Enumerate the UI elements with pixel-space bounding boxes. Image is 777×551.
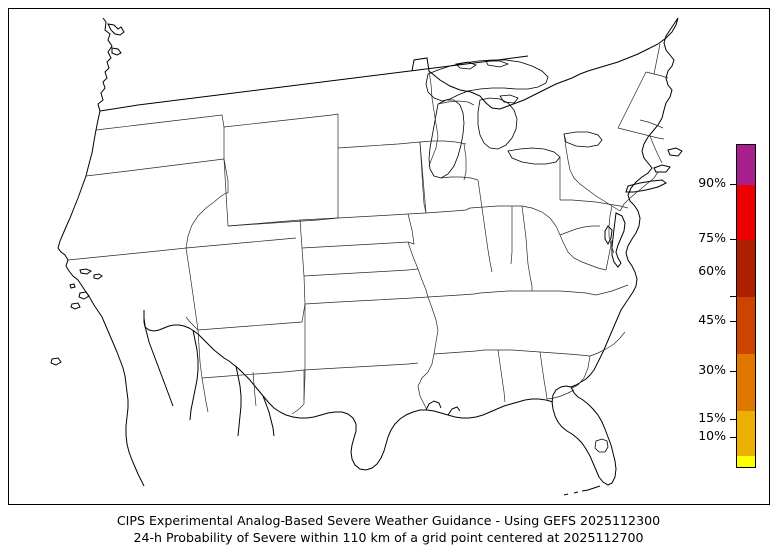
colorbar-segment-10-15 <box>737 456 755 467</box>
colorbar-tick-75 <box>730 239 736 240</box>
colorbar-tick-10 <box>730 437 736 438</box>
caption-line-1: CIPS Experimental Analog-Based Severe We… <box>116 513 661 528</box>
map-axes <box>8 8 770 505</box>
figure-caption: CIPS Experimental Analog-Based Severe We… <box>0 512 777 546</box>
colorbar-segment-75-90 <box>737 185 755 240</box>
colorbar-tick-60 <box>730 296 736 297</box>
colorbar-segment-30-45 <box>737 354 755 411</box>
colorbar-segment-15-30 <box>737 411 755 456</box>
colorbar-tick-45 <box>730 321 736 322</box>
conus-map <box>8 8 770 505</box>
colorbar-tick-15 <box>730 419 736 420</box>
colorbar-segment-60-75 <box>737 240 755 297</box>
colorbar-tick-90 <box>730 184 736 185</box>
caption-line-2: 24-h Probability of Severe within 110 km… <box>133 530 644 545</box>
colorbar <box>736 144 756 468</box>
colorbar-tick-30 <box>730 371 736 372</box>
colorbar-segment-45-60 <box>737 297 755 354</box>
colorbar-segment-above-90 <box>737 145 755 185</box>
